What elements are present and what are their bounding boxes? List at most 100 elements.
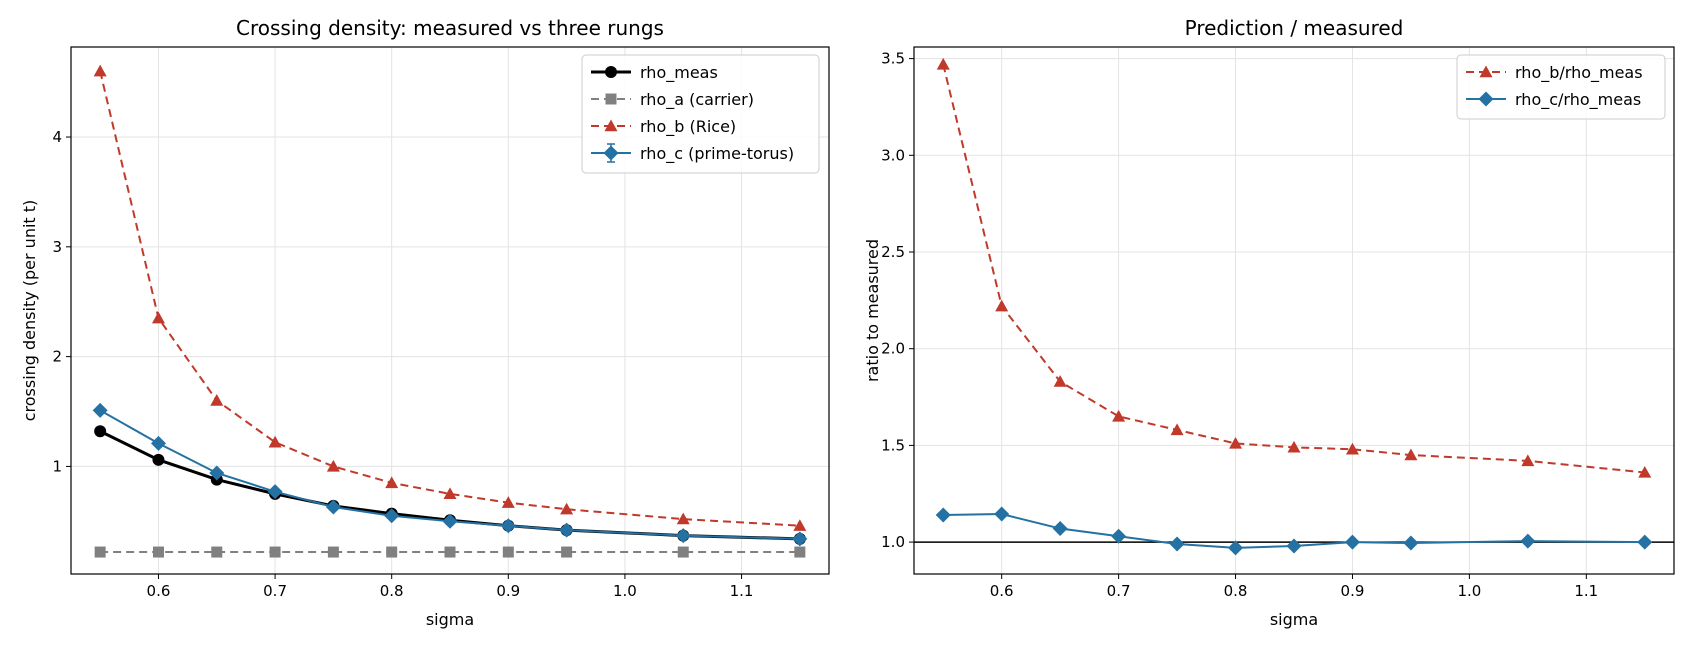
data-point xyxy=(152,453,165,466)
legend-box xyxy=(1456,54,1666,120)
legend-label: rho_meas xyxy=(640,63,718,83)
data-point xyxy=(93,64,107,77)
right-chart-panel: 0.6 0.7 0.8 0.9 1.0 1.1 1.0 1.5 2.0 2.5 3.0 3.5 Pred… xyxy=(863,16,1675,629)
data-point xyxy=(677,546,689,558)
legend-marker xyxy=(605,66,617,78)
data-point xyxy=(1052,521,1068,537)
data-point xyxy=(269,546,281,558)
chart-title: Prediction / measured xyxy=(1185,16,1404,40)
data-point xyxy=(792,531,808,547)
y-tick-label: 3.5 xyxy=(881,50,905,68)
data-point xyxy=(1170,423,1184,436)
x-tick-label: 0.6 xyxy=(147,582,171,600)
data-point xyxy=(1053,375,1067,387)
data-point xyxy=(1345,442,1359,455)
data-point xyxy=(1111,528,1127,544)
legend: rho_meas rho_a (carrier) rho_b (Rice) rho_c… xyxy=(581,54,820,174)
y-axis-label: crossing density (per unit t) xyxy=(20,200,39,422)
data-point xyxy=(1287,440,1301,453)
data-point xyxy=(267,484,283,500)
data-point xyxy=(936,57,950,70)
x-axis-label: sigma xyxy=(1270,610,1318,629)
data-point xyxy=(935,507,951,523)
data-point xyxy=(268,435,282,448)
data-point xyxy=(500,518,516,534)
y-tick-label: 1.5 xyxy=(881,436,905,454)
data-point xyxy=(559,522,575,538)
series-rho_b (Rice) xyxy=(93,64,807,531)
x-tick-label: 1.0 xyxy=(613,582,637,600)
y-axis-label: ratio to measured xyxy=(863,239,882,382)
data-point xyxy=(92,402,108,418)
legend-marker xyxy=(1478,91,1494,107)
y-tick-label: 1 xyxy=(52,457,62,475)
data-point xyxy=(325,499,341,515)
data-point xyxy=(994,506,1010,522)
x-tick-label: 0.9 xyxy=(496,582,520,600)
legend-marker xyxy=(604,119,618,132)
data-point xyxy=(1637,534,1653,550)
data-point xyxy=(502,546,514,558)
plot-frame xyxy=(913,46,1675,575)
data-point xyxy=(94,546,106,558)
data-point xyxy=(384,508,400,524)
x-tick-label: 0.7 xyxy=(263,582,287,600)
y-tick-label: 2.0 xyxy=(881,340,905,358)
series-rho_c (prime-torus) xyxy=(92,402,808,547)
data-point xyxy=(209,465,225,481)
data-point xyxy=(211,546,223,558)
data-point xyxy=(150,435,166,451)
data-point xyxy=(210,394,224,406)
data-point xyxy=(793,519,807,531)
legend-label: rho_c/rho_meas xyxy=(1515,90,1641,110)
y-tick-label: 4 xyxy=(52,128,62,146)
series-rho_b/rho_meas xyxy=(936,57,1652,478)
x-axis-label: sigma xyxy=(426,610,474,629)
data-point xyxy=(1403,535,1419,551)
data-point xyxy=(995,299,1009,312)
data-point xyxy=(560,502,574,515)
data-point xyxy=(1286,538,1302,554)
data-point xyxy=(444,546,456,558)
data-point xyxy=(94,425,107,438)
chart-title: Crossing density: measured vs three rung… xyxy=(236,16,664,40)
y-tick-label: 3 xyxy=(52,238,62,256)
legend-box xyxy=(581,54,820,174)
x-tick-label: 0.8 xyxy=(1224,582,1248,600)
data-point xyxy=(1404,448,1418,461)
legend: rho_b/rho_meas rho_c/rho_meas xyxy=(1456,54,1666,120)
y-tick-label: 2.5 xyxy=(881,243,905,261)
series-line xyxy=(942,64,1645,474)
data-point xyxy=(1112,409,1126,422)
data-point xyxy=(442,513,458,529)
x-tick-label: 1.1 xyxy=(1574,582,1598,600)
x-tick-label: 0.7 xyxy=(1107,582,1131,600)
legend-marker xyxy=(605,93,617,105)
legend-label: rho_c (prime-torus) xyxy=(640,144,794,164)
data-point xyxy=(1344,534,1360,550)
data-point xyxy=(1520,533,1536,549)
legend-label: rho_b/rho_meas xyxy=(1515,63,1643,83)
series-rho_c/rho_meas xyxy=(935,506,1653,556)
data-point xyxy=(326,459,340,472)
data-point xyxy=(1638,465,1652,478)
data-point xyxy=(385,476,399,489)
data-point xyxy=(1169,536,1185,552)
x-tick-label: 0.8 xyxy=(380,582,404,600)
legend-marker xyxy=(1479,65,1493,78)
data-point xyxy=(151,311,165,324)
x-tick-label: 1.1 xyxy=(730,582,754,600)
data-point xyxy=(1521,454,1535,467)
y-tick-label: 3.0 xyxy=(881,146,905,164)
plot-frame xyxy=(70,46,830,575)
data-point xyxy=(327,546,339,558)
left-chart-panel: 0.6 0.7 0.8 0.9 1.0 1.1 1 2 3 4 Crossing density: … xyxy=(20,16,830,629)
data-point xyxy=(386,546,398,558)
data-point xyxy=(1229,436,1243,449)
x-tick-label: 0.9 xyxy=(1341,582,1365,600)
legend-label: rho_b (Rice) xyxy=(640,117,736,137)
data-point xyxy=(794,546,806,558)
data-point xyxy=(676,512,690,525)
series-rho_a (carrier) xyxy=(94,546,806,558)
